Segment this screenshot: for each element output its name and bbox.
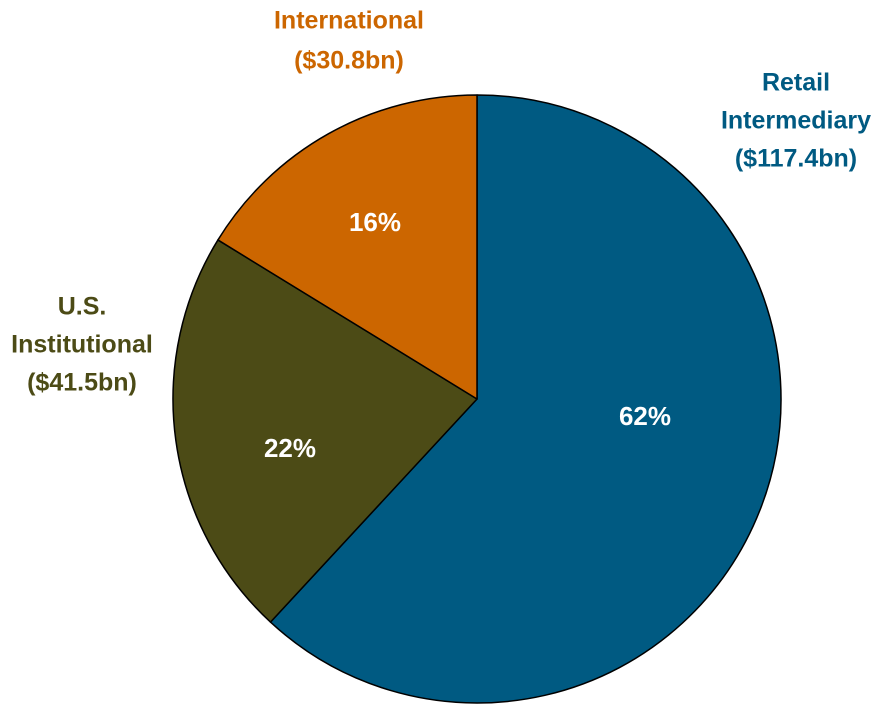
category-label-retail-intermediary: Retail Intermediary ($117.4bn) bbox=[721, 69, 871, 173]
category-label-line: Intermediary bbox=[721, 107, 871, 135]
pie-slice-international bbox=[217, 94, 478, 400]
category-label-line: ($41.5bn) bbox=[27, 369, 137, 397]
percent-label-international: 16% bbox=[349, 207, 401, 237]
category-labels-layer: Retail Intermediary ($117.4bn) U.S. Institut… bbox=[11, 7, 871, 397]
pie-slice-u-s-institutional bbox=[172, 239, 478, 623]
category-label-line: ($30.8bn) bbox=[294, 47, 404, 75]
percent-labels-layer: 62% 22% 16% bbox=[264, 207, 671, 463]
slices-layer bbox=[172, 94, 782, 704]
category-label-line: International bbox=[274, 7, 424, 35]
percent-label-u-s-institutional: 22% bbox=[264, 433, 316, 463]
percent-label-retail-intermediary: 62% bbox=[619, 401, 671, 431]
category-label-international: International ($30.8bn) bbox=[274, 7, 424, 75]
category-label-line: U.S. bbox=[58, 293, 107, 321]
category-label-line: ($117.4bn) bbox=[735, 145, 857, 173]
category-label-line: Retail bbox=[762, 69, 830, 97]
pie-slice-retail-intermediary bbox=[269, 94, 782, 704]
category-label-line: Institutional bbox=[11, 331, 153, 359]
category-label-u-s-institutional: U.S. Institutional ($41.5bn) bbox=[11, 293, 153, 397]
